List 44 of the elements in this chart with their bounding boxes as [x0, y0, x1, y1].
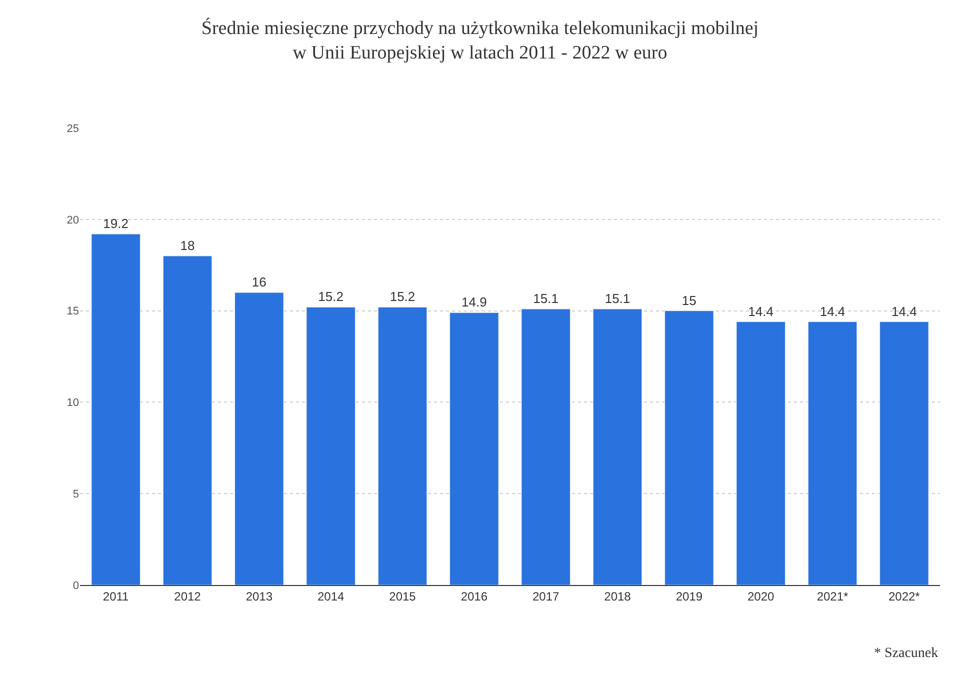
bar	[378, 306, 428, 585]
data-label: 15.2	[318, 289, 344, 304]
y-tick-label: 10	[66, 397, 79, 410]
data-label: 19.2	[103, 216, 128, 232]
bar	[808, 322, 858, 585]
x-tick-label: 2012	[174, 589, 202, 604]
x-tick-label: 2011	[102, 589, 130, 604]
bar	[234, 292, 284, 585]
bar	[306, 306, 356, 585]
x-tick-label: 2019	[676, 589, 703, 604]
data-label: 15.1	[533, 290, 558, 306]
x-tick-label: 2015	[389, 589, 416, 604]
bar	[880, 322, 929, 585]
y-tick-label: 5	[72, 488, 79, 500]
y-tick-label: 15	[66, 306, 79, 318]
x-tick-label: 2021*	[816, 589, 849, 604]
x-tick-label: 2017	[532, 589, 560, 604]
y-tick-label: 20	[66, 214, 79, 226]
data-label: 16	[252, 274, 266, 290]
bar	[91, 234, 140, 585]
x-tick-label: 2016	[460, 589, 488, 604]
chart-title: Średnie miesięczne przychody na użytkownika telekomunikacji mobilnej w Unii Europejskiej w latach 2011 - 2022 w euro	[201, 16, 759, 64]
data-label: 15.1	[604, 290, 630, 306]
data-label: 14.4	[820, 304, 846, 319]
bar	[450, 312, 499, 585]
x-tick-label: 2013	[246, 589, 273, 604]
y-tick-label: 0	[72, 580, 79, 592]
x-tick-label: 2018	[604, 589, 632, 604]
data-label: 15	[682, 292, 696, 308]
x-tick-label: 2022*	[888, 589, 920, 604]
bar	[664, 310, 714, 585]
data-label: 14.4	[748, 304, 774, 319]
data-label: 14.4	[892, 304, 917, 319]
x-tick-label: 2020	[747, 589, 774, 604]
bar	[162, 256, 212, 585]
bar	[736, 322, 786, 585]
data-label: 15.2	[390, 289, 416, 304]
text: * Szacunek	[874, 646, 938, 661]
bar	[521, 308, 570, 585]
x-tick-label: 2014	[317, 589, 344, 604]
data-label: 14.9	[462, 294, 487, 310]
y-tick-label: 25	[66, 122, 79, 135]
bar	[592, 308, 642, 585]
data-label: 18	[180, 238, 195, 253]
